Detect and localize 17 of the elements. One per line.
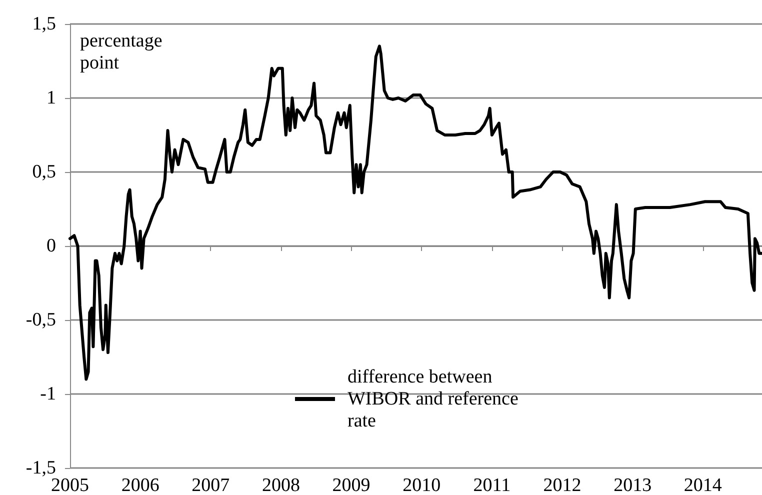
y-tick-label: 1 (46, 88, 56, 108)
y-axis-title: percentage point (80, 30, 168, 74)
x-tick-label: 2010 (402, 475, 441, 495)
y-tick-label: 1,5 (32, 14, 56, 34)
x-tick-label: 2011 (473, 475, 511, 495)
x-tick-label: 2007 (192, 475, 230, 495)
y-tick-label: 0 (46, 236, 56, 256)
x-tick-label: 2014 (684, 475, 722, 495)
x-tick-label: 2013 (614, 475, 652, 495)
y-tick-label: -0,5 (26, 310, 56, 330)
x-tick-label: 2012 (543, 475, 582, 495)
y-tick-label: -1 (40, 384, 56, 404)
legend-label: difference between WIBOR and reference rate (348, 366, 524, 432)
x-tick-label: 2008 (262, 475, 300, 495)
x-tick-label: 2009 (332, 475, 370, 495)
y-tick-label: 0,5 (32, 162, 56, 182)
x-tick-label: 2006 (121, 475, 160, 495)
